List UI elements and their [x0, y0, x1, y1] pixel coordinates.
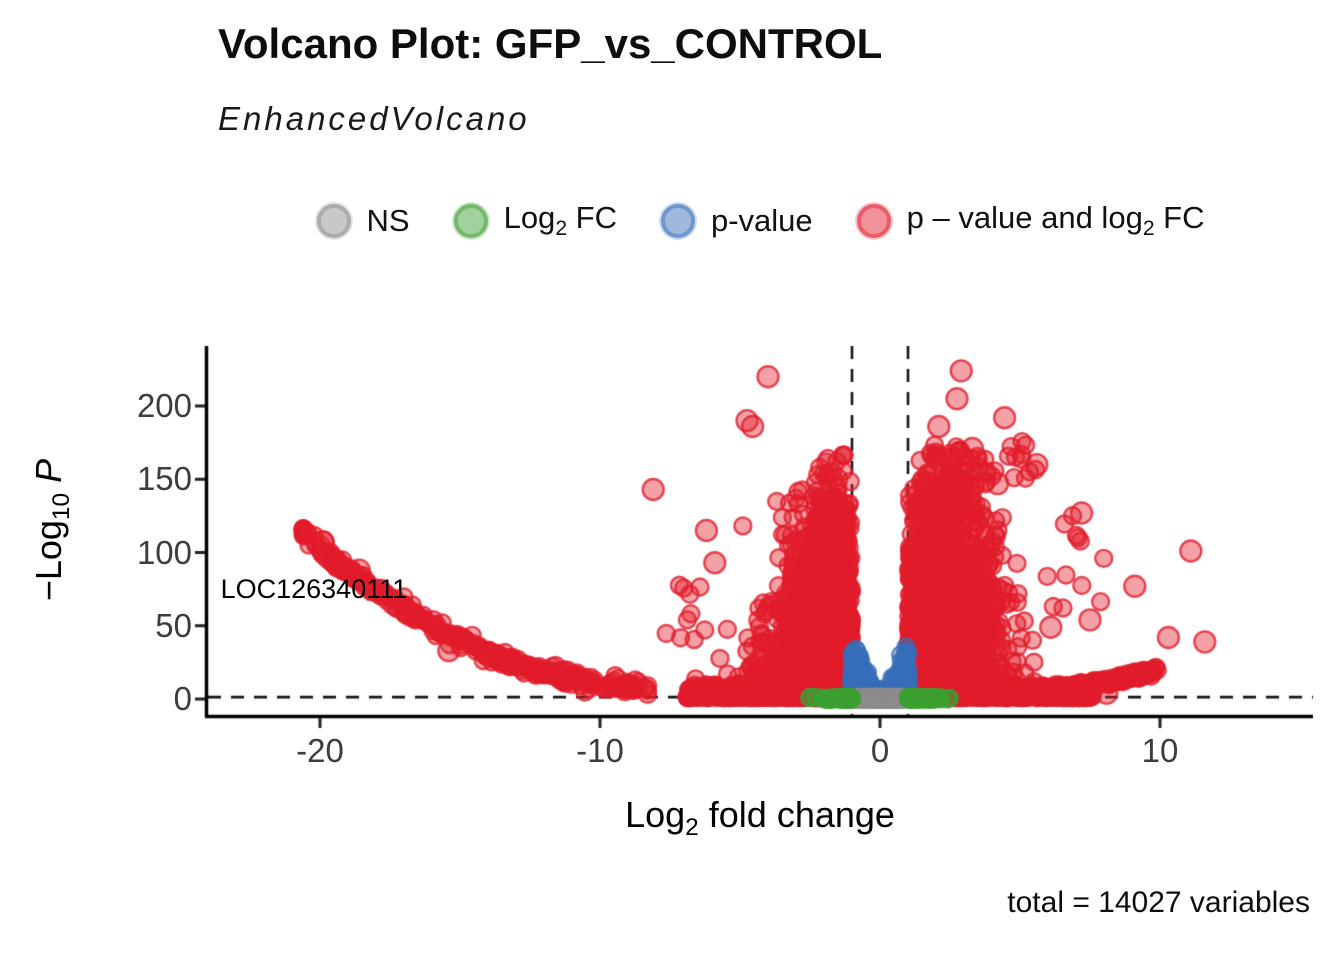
plot-subtitle: EnhancedVolcano	[218, 100, 530, 137]
x-tick-label: -10	[576, 732, 624, 769]
legend-label-fc: Log2 FC	[503, 200, 617, 241]
y-tick-label: 50	[155, 606, 192, 644]
legend-item-p: p-value	[660, 202, 813, 239]
x-tick-label: 10	[1141, 732, 1179, 769]
plot-title: Volcano Plot: GFP_vs_CONTROL	[218, 20, 883, 67]
legend-marker-fc_p-icon	[856, 203, 891, 238]
y-tick-label: 150	[136, 460, 192, 498]
legend-item-fc_p: p – value and log2 FC	[856, 200, 1205, 241]
legend: NS Log2 FC p-value p – value and log2 FC	[208, 200, 1313, 241]
legend-label-p: p-value	[710, 202, 813, 238]
legend-item-fc: Log2 FC	[453, 200, 617, 241]
y-tick-label: 0	[173, 680, 192, 717]
y-tick-label: 200	[136, 387, 192, 424]
legend-label-ns: NS	[366, 202, 410, 238]
caption: total = 14027 variables	[1007, 886, 1310, 919]
x-axis-title: Log2 fold change	[625, 793, 895, 842]
gene-label: LOC126340111	[220, 573, 408, 604]
legend-label-fc_p: p – value and log2 FC	[906, 200, 1205, 241]
legend-marker-fc-icon	[453, 203, 488, 238]
y-axis-title: −Log10 P	[27, 458, 76, 602]
legend-item-ns: NS	[316, 202, 410, 239]
legend-marker-ns-icon	[316, 203, 351, 238]
x-tick-label: -20	[296, 732, 344, 769]
x-tick-label: 0	[870, 732, 890, 769]
legend-marker-p-icon	[660, 203, 695, 238]
y-tick-label: 100	[136, 533, 192, 571]
